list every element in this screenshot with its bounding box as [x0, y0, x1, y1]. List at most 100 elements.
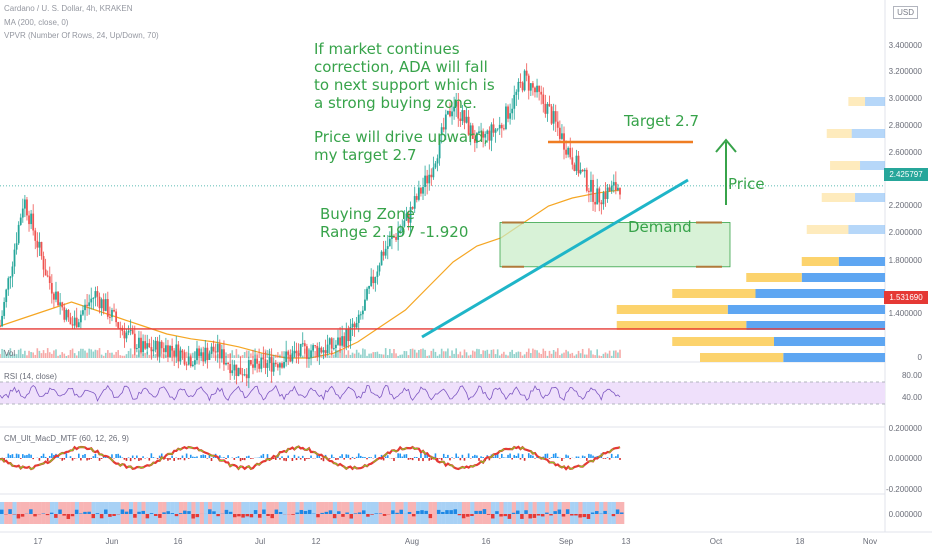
volume-bar [590, 350, 592, 358]
macd-histogram [26, 455, 28, 458]
volume-bar [594, 355, 596, 358]
volume-bar [507, 356, 509, 358]
candle-body [74, 318, 76, 326]
volume-profile-down [672, 337, 774, 346]
macd-tick: 0.000000 [889, 454, 923, 463]
osc-strip [533, 502, 537, 524]
candle-body [14, 250, 16, 267]
candle-body [140, 338, 142, 352]
osc-bar [0, 510, 4, 514]
candle-body [84, 305, 86, 310]
volume-bar [90, 349, 92, 358]
macd-histogram [304, 458, 306, 461]
macd-histogram [246, 456, 248, 458]
candle-body [134, 334, 136, 349]
volume-bar [435, 352, 437, 358]
price-tick-label: 2.000000 [889, 228, 923, 237]
volume-bar [607, 354, 609, 358]
osc-bar [154, 514, 158, 516]
volume-bar [95, 350, 97, 358]
volume-bar [236, 349, 238, 358]
candle-body [418, 188, 420, 200]
osc-bar [391, 510, 395, 514]
volume-bar [298, 350, 300, 358]
osc-bar [329, 510, 333, 514]
osc-strip [462, 502, 466, 524]
macd-histogram [534, 458, 536, 459]
osc-bar [462, 514, 466, 518]
macd-histogram [142, 456, 144, 458]
candle-body [215, 351, 217, 352]
volume-bar [66, 356, 68, 358]
osc-bar [183, 511, 187, 514]
candle-body [7, 278, 9, 289]
volume-bar [404, 351, 406, 358]
volume-bar [370, 353, 372, 358]
candle-body [339, 337, 341, 345]
macd-histogram [617, 454, 619, 458]
macd-histogram [422, 458, 424, 461]
time-tick-label: Oct [710, 537, 723, 546]
macd-histogram [200, 455, 202, 458]
osc-bar [171, 513, 175, 514]
time-tick-label: Aug [405, 537, 419, 546]
osc-strip [42, 502, 46, 524]
macd-histogram [439, 458, 441, 459]
volume-bar [319, 353, 321, 358]
volume-bar [460, 352, 462, 358]
osc-bar [179, 513, 183, 514]
demand-label: Demand [628, 218, 692, 236]
macd-histogram [178, 458, 180, 460]
volume-bar [192, 353, 194, 358]
candle-body [128, 331, 130, 333]
candle-body [248, 360, 250, 378]
candle-body [105, 299, 107, 311]
volume-bar [117, 350, 119, 358]
osc-bar [175, 514, 179, 516]
osc-strip [412, 502, 416, 524]
volume-bar [132, 354, 134, 358]
vol-legend: Vol [4, 349, 15, 358]
support-price-badge: 1.531690 [884, 291, 928, 304]
volume-profile-up [855, 193, 885, 202]
candle-body [41, 242, 43, 256]
volume-bar [70, 350, 72, 358]
macd-histogram [16, 454, 18, 458]
candle-body [45, 270, 47, 276]
volume-bar [22, 354, 24, 358]
macd-histogram [362, 457, 364, 458]
osc-bar [383, 514, 387, 516]
macd-histogram [404, 454, 406, 458]
currency-badge[interactable]: USD [893, 6, 918, 19]
osc-bar [121, 509, 125, 514]
candle-body [617, 188, 619, 190]
candle-body [24, 200, 26, 209]
osc-bar [316, 514, 320, 517]
candle-body [217, 344, 219, 353]
rsi-band [0, 382, 885, 404]
candle-body [619, 188, 621, 195]
volume-bar [103, 356, 105, 358]
macd-histogram [244, 458, 246, 460]
volume-bar [561, 354, 563, 358]
volume-bar [578, 351, 580, 358]
volume-bar [408, 355, 410, 358]
macd-histogram [93, 456, 95, 458]
osc-bar [420, 510, 424, 514]
volume-bar [586, 355, 588, 358]
osc-strip [96, 502, 100, 524]
candle-body [559, 128, 561, 139]
volume-bar [528, 349, 530, 358]
macd-histogram [126, 458, 128, 461]
volume-bar [153, 355, 155, 358]
candle-body [165, 345, 167, 352]
macd-histogram [341, 454, 343, 458]
volume-bar [526, 352, 528, 358]
volume-bar [271, 355, 273, 358]
candle-body [576, 156, 578, 171]
volume-bar [325, 353, 327, 358]
volume-bar [163, 354, 165, 358]
macd-histogram [258, 457, 260, 458]
macd-histogram [335, 458, 337, 460]
osc-strip [379, 502, 383, 524]
